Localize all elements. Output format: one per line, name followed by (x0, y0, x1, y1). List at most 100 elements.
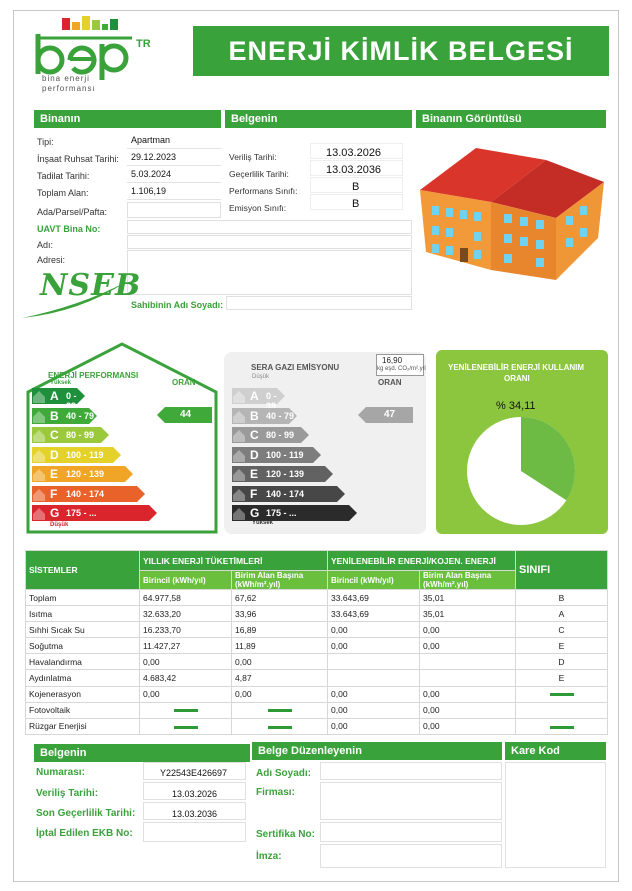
table-cell: 35,01 (419, 588, 516, 607)
energy-bar-letter: E (50, 467, 59, 481)
table-cell: C (515, 621, 608, 639)
th-birim-1: Birim Alan Başına (kWh/m².yıl) (231, 570, 328, 590)
emission-bar-letter: C (250, 428, 259, 442)
table-cell: 0,00 (327, 637, 420, 655)
emission-bar-b: B 40 - 79 (232, 407, 299, 424)
logo-tr: TR (136, 38, 151, 50)
belge-verilis-label: Veriliş Tarihi: (229, 152, 277, 162)
th-sistemler: SİSTEMLER (25, 550, 140, 590)
table-cell: Soğutma (25, 637, 140, 655)
table-cell: D (515, 653, 608, 671)
page-title: ENERJİ KİMLİK BELGESİ (193, 26, 609, 76)
dz-box (320, 782, 502, 820)
energy-bar-f: F 140 - 174 (32, 485, 147, 502)
renewable-pie (466, 416, 576, 526)
table-cell: 32.633,20 (139, 605, 232, 623)
b-gecerlilik-label: Son Geçerlilik Tarihi: (36, 808, 136, 819)
energy-bar-b: B 40 - 79 (32, 407, 99, 424)
table-row: Isıtma 32.633,20 33,96 33.643,69 35,01 A (25, 605, 608, 623)
emission-bar-range: 0 - 39 (266, 391, 277, 411)
dash-mark (173, 725, 198, 729)
b-gecerlilik-value: 13.03.2036 (172, 809, 218, 819)
divider (127, 148, 221, 149)
table-row: Rüzgar Enerjisi 0,00 0,00 (25, 717, 608, 735)
dash-mark (267, 709, 292, 713)
energy-bar-range: 80 - 99 (66, 430, 95, 440)
dash-mark (173, 709, 198, 713)
th-yillik: YILLIK ENERJİ TÜKETİMLERİ (139, 550, 328, 571)
table-row: Havalandırma 0,00 0,00 D (25, 653, 608, 671)
belge-emisyon-label: Emisyon Sınıfı: (229, 203, 287, 213)
table-cell (515, 701, 608, 719)
sahibi-label: Sahibinin Adı Soyadı: (131, 300, 224, 310)
energy-bar-g: G 175 - ... (32, 505, 159, 521)
dash-mark (549, 725, 574, 729)
belge-emisyon-value: B (352, 198, 360, 210)
table-cell: 11.427,27 (139, 637, 232, 655)
table-cell (419, 653, 516, 671)
bb-box (143, 762, 246, 780)
table-cell: B (515, 588, 608, 607)
emission-box-unit: kg eşd. CO₂/m².yıl (377, 366, 426, 372)
energy-bar-letter: C (50, 428, 59, 442)
field-tipi-label: Tipi: (37, 137, 54, 147)
th-birim-2: Birim Alan Başına (kWh/m².yıl) (419, 570, 516, 590)
belge-box (310, 160, 403, 176)
field-tadilat-value: 5.03.2024 (131, 169, 172, 179)
goruntusu-header: Binanın Görüntüsü (416, 110, 606, 128)
field-ruhsat-label: İnşaat Ruhsat Tarihi: (37, 154, 119, 164)
adresi-label: Adresi: (37, 255, 66, 265)
belge-verilis-value: 13.03.2026 (326, 147, 382, 159)
emission-bar-e: E 120 - 139 (232, 466, 335, 482)
table-cell: E (515, 637, 608, 655)
table-cell: 0,00 (419, 701, 516, 719)
belge-gecerlilik-value: 13.03.2036 (326, 164, 382, 176)
th-birincil-2: Birincil (kWh/yıl) (327, 570, 420, 590)
table-cell (419, 669, 516, 687)
energy-bar-letter: A (50, 389, 59, 403)
field-alan-value: 1.106,19 (131, 186, 167, 196)
table-cell: 16.233,70 (139, 621, 232, 639)
b-verilis-value: 13.03.2026 (172, 789, 218, 799)
table-cell: 0,00 (327, 701, 420, 719)
field-ruhsat-value: 29.12.2023 (131, 152, 177, 162)
energy-bar-letter: D (50, 447, 59, 462)
th-sinifi: SINIFI (515, 550, 608, 590)
emission-title: SERA GAZI EMİSYONU (251, 363, 340, 372)
table-cell: Sıhhi Sıcak Su (25, 621, 140, 639)
energy-bar-letter: G (50, 506, 60, 520)
table-row: Soğutma 11.427,27 11,89 0,00 0,00 E (25, 637, 608, 655)
belge-performans-value: B (352, 181, 360, 193)
energy-title: ENERJİ PERFORMANSI (48, 371, 139, 380)
sahibi-box (226, 296, 412, 310)
table-cell (327, 669, 420, 687)
emission-bar-c: C 80 - 99 (232, 427, 311, 443)
table-cell: 0,00 (327, 621, 420, 639)
field-alan-label: Toplam Alan: (37, 188, 89, 198)
table-cell: 11,89 (231, 637, 328, 655)
table-cell: 35,01 (419, 605, 516, 623)
emission-panel (224, 352, 426, 534)
systems-table: SİSTEMLER YILLIK ENERJİ TÜKETİMLERİ YENİ… (25, 550, 608, 735)
table-cell: 16,89 (231, 621, 328, 639)
table-cell: 0,00 (419, 637, 516, 655)
table-row: Fotovoltaik 0,00 0,00 (25, 701, 608, 719)
sertifika-label: Sertifika No: (256, 829, 315, 840)
table-cell: Isıtma (25, 605, 140, 623)
emission-bar-g: G 175 - ... (232, 505, 359, 521)
belgenin-bottom-header: Belgenin (34, 744, 250, 762)
imza-label: İmza: (256, 851, 282, 862)
energy-oran-value: 44 (180, 409, 192, 420)
belge-gecerlilik-label: Geçerlilik Tarihi: (229, 169, 289, 179)
building-image (416, 130, 606, 280)
table-cell (515, 717, 608, 735)
duzenleyen-header: Belge Düzenleyenin (252, 742, 502, 760)
dz-box (320, 822, 502, 842)
emission-box (376, 354, 424, 376)
divider (127, 165, 221, 166)
renewable-title-1: YENİLENEBİLİR ENERJİ KULLANIM (448, 363, 585, 372)
table-row: Kojenerasyon 0,00 0,00 0,00 0,00 (25, 685, 608, 703)
b-verilis-label: Veriliş Tarihi: (36, 788, 99, 799)
table-row: Sıhhi Sıcak Su 16.233,70 16,89 0,00 0,00 C (25, 621, 608, 639)
table-cell (139, 701, 232, 719)
